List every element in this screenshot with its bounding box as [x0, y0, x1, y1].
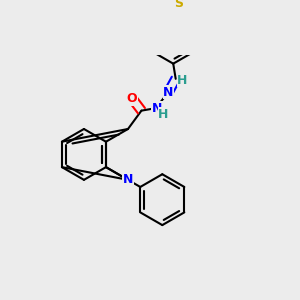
- Text: S: S: [174, 0, 183, 10]
- Text: O: O: [127, 92, 137, 105]
- Text: N: N: [152, 102, 162, 115]
- Text: N: N: [123, 173, 133, 186]
- Text: N: N: [163, 86, 173, 99]
- Text: H: H: [177, 74, 188, 87]
- Text: H: H: [158, 108, 169, 121]
